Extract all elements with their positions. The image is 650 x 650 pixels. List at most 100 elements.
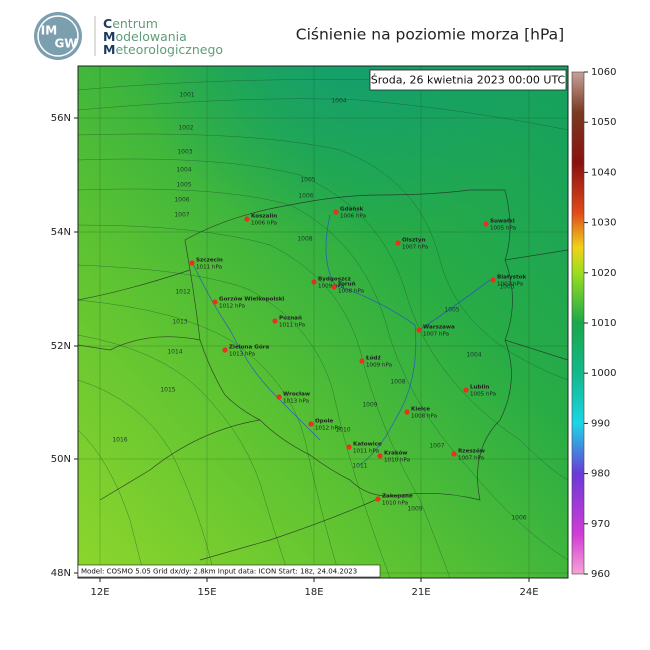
isobar-label: 1009 <box>407 506 422 513</box>
isobar-label: 1006 <box>511 515 526 522</box>
city-dot <box>244 216 250 222</box>
colorbar-label: 1010 <box>591 318 616 329</box>
lon-label: 12E <box>90 587 109 598</box>
city-dot <box>222 347 228 353</box>
logo-text: IM <box>41 24 57 38</box>
org-name: Modelowania <box>103 29 187 44</box>
colorbar-ticks: 1060 1050 1040 1030 1020 1010 1000 990 980 970 960 <box>584 67 616 580</box>
colorbar-label: 960 <box>591 569 610 580</box>
isobar-label: 1005 <box>444 307 459 314</box>
city-name: Opole <box>315 419 334 425</box>
isobar-label: 1012 <box>175 289 190 296</box>
city-pressure: 1013 hPa <box>229 352 255 358</box>
isobar-label: 1003 <box>499 284 514 291</box>
city-name: Zakopane <box>382 494 413 500</box>
colorbar-label: 990 <box>591 418 610 429</box>
city-pressure: 1010 hPa <box>384 458 410 464</box>
city-pressure: 1008 hPa <box>338 289 364 295</box>
colorbar-label: 970 <box>591 519 610 530</box>
city-pressure: 1007 hPa <box>423 332 449 338</box>
footer: Model: COSMO 5.05 Grid dx/dy: 2.8km Inpu… <box>81 568 357 576</box>
city-dot <box>377 453 383 459</box>
city-pressure: 1012 hPa <box>219 304 245 310</box>
city-pressure: 1010 hPa <box>382 501 408 507</box>
logo-text: GW <box>54 37 77 51</box>
city-name: Łódź <box>365 355 381 362</box>
city-dot <box>308 421 314 427</box>
isobar-label: 1002 <box>178 125 193 132</box>
city-name: Szczecin <box>196 258 223 264</box>
city-name: Poznań <box>279 315 302 322</box>
map-frame <box>77 65 569 579</box>
colorbar-label: 1030 <box>591 218 616 229</box>
isobar-label: 1011 <box>352 463 367 470</box>
isobar-label: 1004 <box>331 98 346 105</box>
isobar-label: 1015 <box>160 387 175 394</box>
city-dot <box>404 409 410 415</box>
city-name: Rzeszów <box>458 448 485 455</box>
isobar-label: 1016 <box>112 437 127 444</box>
city-dot <box>333 209 339 215</box>
city-pressure: 1009 hPa <box>318 284 344 290</box>
isobar-label: 1006 <box>298 193 313 200</box>
city-name: Lublin <box>470 385 489 391</box>
city-pressure: 1011 hPa <box>196 265 222 271</box>
lat-label: 54N <box>51 227 71 238</box>
org-name: Meteorologicznego <box>103 42 224 57</box>
city-dot <box>490 277 496 283</box>
colorbar-label: 980 <box>591 469 610 480</box>
lat-label: 56N <box>51 113 71 124</box>
city-dot <box>463 387 469 393</box>
lon-label: 15E <box>197 587 216 598</box>
city-dot <box>395 240 401 246</box>
lat-label: 50N <box>51 454 71 465</box>
colorbar-label: 1060 <box>591 67 616 78</box>
city-pressure: 1007 hPa <box>402 245 428 251</box>
isobar-labels: 1001 1002 1003 1004 1005 1006 1007 1004 1005 1006… <box>112 92 526 522</box>
city-name: Kraków <box>384 450 407 457</box>
city-dot <box>483 221 489 227</box>
lon-label: 24E <box>519 587 538 598</box>
city-dot <box>359 358 365 364</box>
colorbar-label: 1020 <box>591 268 616 279</box>
isobar-label: 1005 <box>300 177 315 184</box>
isobar-label: 1014 <box>167 349 182 356</box>
city-dot <box>416 327 422 333</box>
date: Środa, 26 kwietnia 2023 00:00 UTC <box>371 74 566 87</box>
city-name: Wrocław <box>283 392 310 398</box>
city-dot <box>331 284 337 290</box>
isobar-label: 1003 <box>177 149 192 156</box>
city-name: Katowice <box>353 442 382 448</box>
city-dot <box>375 496 381 502</box>
city-name: Białystok <box>497 275 527 281</box>
footer-box <box>77 564 381 578</box>
isobar-label: 1006 <box>174 197 189 204</box>
city-pressure: 1012 hPa <box>315 426 341 432</box>
city-dot <box>451 451 457 457</box>
city-name: Toruń <box>338 281 356 288</box>
city-pressure: 1013 hPa <box>283 399 309 405</box>
isobar-label: 1004 <box>466 352 481 359</box>
city-pressure: 1007 hPa <box>458 456 484 462</box>
isobar-label: 1009 <box>362 402 377 409</box>
city-name: Warszawa <box>423 325 455 331</box>
date-box <box>369 69 567 91</box>
colorbar-label: 1050 <box>591 117 616 128</box>
city-dot <box>276 394 282 400</box>
lat-label: 52N <box>51 341 71 352</box>
colorbar-label: 1000 <box>591 368 616 379</box>
isobar-label: 1007 <box>429 443 444 450</box>
isobar-label: 1004 <box>176 167 191 174</box>
city-pressure: 1006 hPa <box>251 221 277 227</box>
city-pressure: 1003 hPa <box>497 282 523 288</box>
city-pressure: 1005 hPa <box>490 226 516 232</box>
city-name: Bydgoszcz <box>318 277 351 283</box>
isobar-label: 1013 <box>172 319 187 326</box>
isobar-label: 1005 <box>176 182 191 189</box>
city-name: Olsztyn <box>402 238 426 244</box>
city-name: Koszalin <box>251 214 277 220</box>
city-pressure: 1005 hPa <box>470 392 496 398</box>
city-pressure: 1009 hPa <box>366 363 392 369</box>
